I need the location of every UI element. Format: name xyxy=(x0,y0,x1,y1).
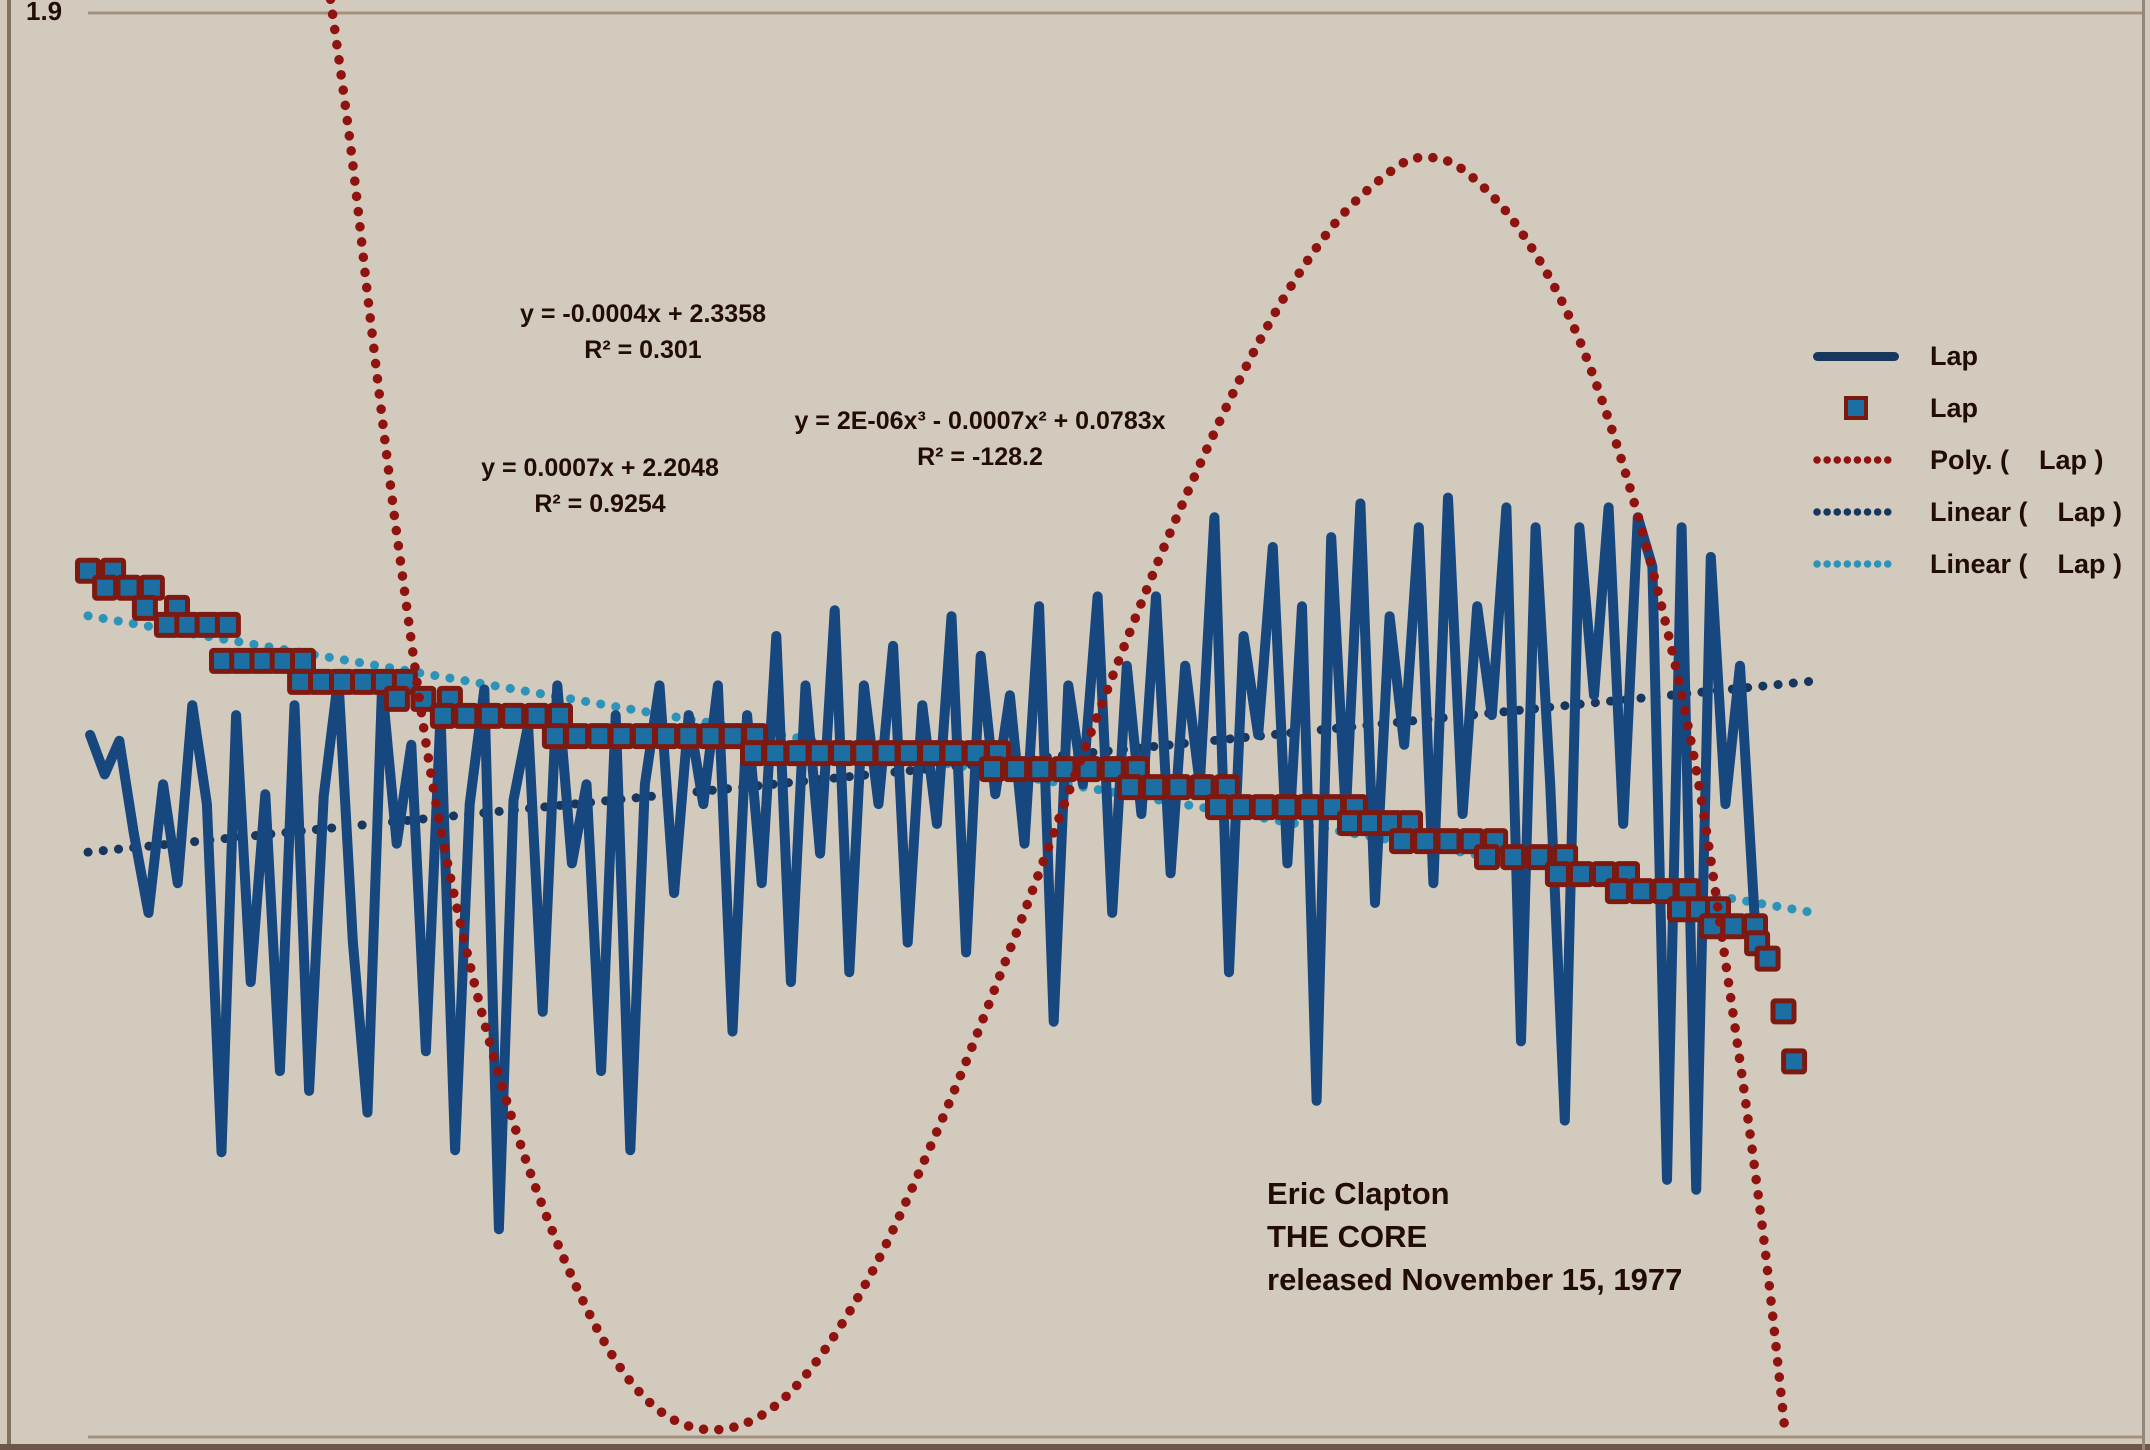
legend-item-label: Lap xyxy=(1930,392,1979,423)
legend-square-marker-icon xyxy=(1812,396,1900,420)
song-artist: Eric Clapton xyxy=(1267,1176,1450,1211)
r-squared-text: R² = -128.2 xyxy=(917,443,1043,471)
equation-text: y = 2E-06x³ - 0.0007x² + 0.0783x xyxy=(794,407,1166,435)
equation-text: y = -0.0004x + 2.3358 xyxy=(519,300,767,328)
chart-right-border xyxy=(2142,0,2145,1450)
trendline-linear-lap-markers[interactable] xyxy=(83,611,1822,918)
legend-solid-line-icon xyxy=(1812,351,1900,361)
legend-dotted-line-icon xyxy=(1812,507,1900,517)
gridlines xyxy=(88,11,2143,1439)
legend-item-label: Linear ( Lap ) xyxy=(1930,496,2123,527)
r-squared-text: R² = 0.301 xyxy=(584,336,702,364)
legend-item-3[interactable]: Linear ( Lap ) xyxy=(1812,486,2122,538)
equation-text: y = 0.0007x + 2.2048 xyxy=(481,454,719,482)
y-axis-tick-label: 1.9 xyxy=(26,0,63,26)
chart-bottom-border xyxy=(0,1444,2150,1450)
legend-item-label: Linear ( Lap ) xyxy=(1930,548,2123,579)
legend[interactable]: Lap Lap Poly. ( Lap ) Linear ( Lap ) Linear … xyxy=(1812,330,2122,590)
legend-item-label: Poly. ( Lap ) xyxy=(1930,444,2104,475)
y-axis-line xyxy=(7,0,11,1450)
song-title: THE CORE xyxy=(1267,1219,1428,1254)
song-annotation[interactable]: Eric Clapton THE CORE released November … xyxy=(1267,1172,1682,1301)
equation-linear-marker-fit[interactable]: y = 0.0007x + 2.2048 R² = 0.9254 xyxy=(420,450,780,522)
equation-poly-fit[interactable]: y = 2E-06x³ - 0.0007x² + 0.0783x R² = -1… xyxy=(755,403,1205,475)
legend-item-label: Lap xyxy=(1930,340,1979,371)
legend-dotted-line-icon xyxy=(1812,559,1900,569)
legend-item-2[interactable]: Poly. ( Lap ) xyxy=(1812,434,2112,486)
r-squared-text: R² = 0.9254 xyxy=(534,490,666,518)
legend-item-4[interactable]: Linear ( Lap ) xyxy=(1812,538,2122,590)
song-release: released November 15, 1977 xyxy=(1267,1262,1683,1297)
legend-item-1[interactable]: Lap xyxy=(1812,382,2112,434)
series-lap-markers[interactable] xyxy=(75,557,1808,1075)
legend-item-0[interactable]: Lap xyxy=(1812,330,2112,382)
legend-dotted-line-icon xyxy=(1812,455,1900,465)
series-lap-line[interactable] xyxy=(85,492,1760,1235)
equation-linear-line-fit[interactable]: y = -0.0004x + 2.3358 R² = 0.301 xyxy=(438,296,848,368)
